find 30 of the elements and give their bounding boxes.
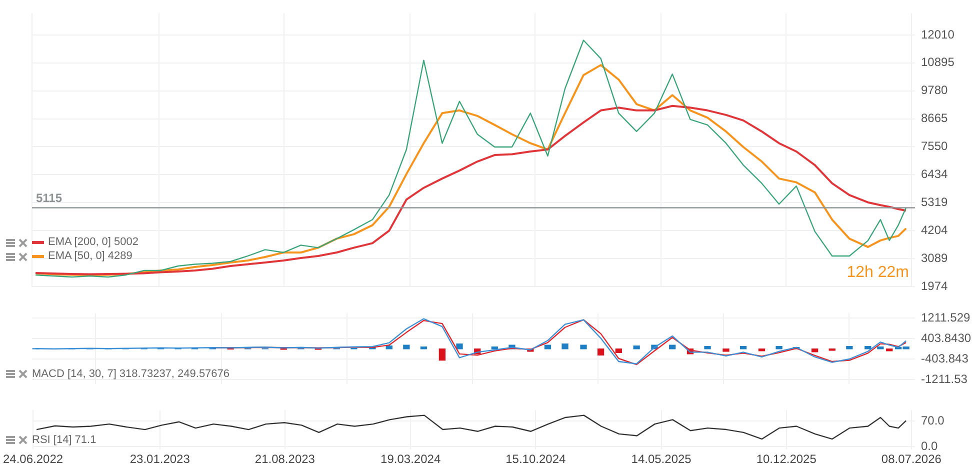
x-tick-label: 14.05.2025 xyxy=(631,452,692,466)
y-tick-label: 0.0 xyxy=(921,438,938,453)
y-tick-label: 10895 xyxy=(921,55,955,70)
y-tick-label: -403.843 xyxy=(921,351,969,366)
x-tick-label: 15.10.2024 xyxy=(506,452,566,466)
x-tick-label: 24.06.2022 xyxy=(3,452,64,466)
y-tick-label: 5319 xyxy=(921,194,948,209)
y-tick-label: 1974 xyxy=(921,278,948,293)
x-tick-label: 10.12.2025 xyxy=(756,452,817,466)
x-tick-label: 08.07.2026 xyxy=(881,452,942,466)
x-tick-label: 23.01.2023 xyxy=(130,452,190,466)
y-tick-label: 3089 xyxy=(921,250,948,265)
text: MACD [14, 30, 7] 318.73237, 249.57676 xyxy=(32,368,230,381)
ref-line-label: 5115 xyxy=(36,191,62,206)
y-tick-label: 12010 xyxy=(921,27,955,42)
text: RSI [14] 71.1 xyxy=(32,434,96,447)
y-tick-label: 4204 xyxy=(921,222,948,237)
y-tick-label: 8665 xyxy=(921,111,948,126)
legend-label: EMA [50, 0] 4289 xyxy=(48,250,132,263)
y-tick-label: 9780 xyxy=(921,83,948,98)
y-tick-label: 6434 xyxy=(921,167,948,182)
y-tick-label: 403.8430 xyxy=(921,330,972,345)
y-tick-label: 70.0 xyxy=(921,413,945,428)
y-tick-label: 7550 xyxy=(921,139,948,154)
y-tick-label: -1211.53 xyxy=(921,372,968,386)
legend-label: EMA [200, 0] 5002 xyxy=(48,236,139,249)
x-tick-label: 21.08.2023 xyxy=(254,452,316,466)
x-tick-label: 19.03.2024 xyxy=(380,452,441,466)
annotation: 12h 22m xyxy=(846,264,909,282)
y-tick-label: 1211.529 xyxy=(921,310,970,325)
